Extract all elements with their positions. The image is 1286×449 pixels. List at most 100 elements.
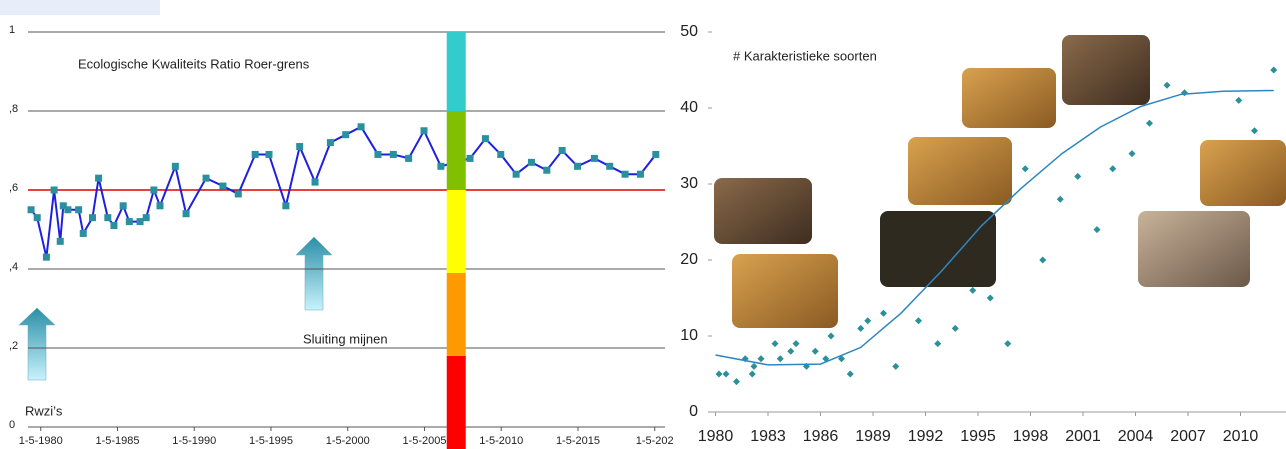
marker — [591, 155, 598, 162]
marker — [203, 175, 210, 182]
x-tick-label: 1-5-1995 — [249, 435, 293, 447]
marker — [513, 171, 520, 178]
marker — [28, 206, 35, 213]
annotation: Rwzi’s — [25, 403, 63, 418]
y-tick-label: 20 — [680, 251, 698, 268]
x-tick-label: 1-5-1980 — [19, 435, 63, 447]
x-tick-label: 1-5-2010 — [479, 435, 523, 447]
marker — [482, 135, 489, 142]
chart-title: # Karakteristieke soorten — [733, 48, 877, 63]
point — [1057, 196, 1064, 203]
point — [1074, 173, 1081, 180]
marker — [390, 151, 397, 158]
y-tick-label: 10 — [680, 327, 698, 344]
x-tick-label: 2001 — [1065, 428, 1101, 445]
marker — [126, 218, 133, 225]
point — [1004, 340, 1011, 347]
marker — [64, 206, 71, 213]
point — [812, 348, 819, 355]
marker — [559, 147, 566, 154]
left-chart: Ecologische Kwaliteits Ratio Roer-grens … — [9, 24, 674, 449]
marker — [622, 171, 629, 178]
marker — [183, 210, 190, 217]
y-tick-label: ,4 — [9, 261, 18, 273]
x-tick-label: 1989 — [855, 428, 891, 445]
marker — [637, 171, 644, 178]
point — [892, 363, 899, 370]
marker — [157, 202, 164, 209]
point — [969, 287, 976, 294]
right-chart: # Karakteristieke soorten 01020304050198… — [680, 23, 1286, 445]
marker — [296, 143, 303, 150]
marker — [219, 183, 226, 190]
quality-band — [447, 32, 466, 111]
marker — [282, 202, 289, 209]
marker — [437, 163, 444, 170]
y-tick-label: ,8 — [9, 103, 18, 115]
point — [1022, 165, 1029, 172]
marker — [80, 230, 87, 237]
marker — [150, 187, 157, 194]
marker — [57, 238, 64, 245]
point — [952, 325, 959, 332]
marker — [652, 151, 659, 158]
x-tick-label: 1995 — [960, 428, 996, 445]
quality-band — [447, 273, 466, 356]
point — [864, 317, 871, 324]
point — [787, 348, 794, 355]
marker — [421, 127, 428, 134]
point — [880, 310, 887, 317]
point — [751, 363, 758, 370]
quality-band — [447, 190, 466, 273]
marker — [574, 163, 581, 170]
chart-title: Ecologische Kwaliteits Ratio Roer-grens — [78, 56, 310, 71]
y-tick-label: ,2 — [9, 340, 18, 352]
y-tick-label: ,6 — [9, 182, 18, 194]
point — [915, 317, 922, 324]
marker — [95, 175, 102, 182]
point — [772, 340, 779, 347]
marker — [235, 190, 242, 197]
point — [1270, 67, 1277, 74]
photo — [1062, 35, 1150, 105]
data-line — [31, 127, 656, 257]
quality-band — [447, 111, 466, 190]
marker — [606, 163, 613, 170]
point — [1039, 257, 1046, 264]
y-tick-label: 50 — [680, 23, 698, 40]
photo — [962, 68, 1056, 128]
point — [847, 371, 854, 378]
marker — [43, 254, 50, 261]
marker — [405, 155, 412, 162]
photo — [1200, 140, 1286, 206]
marker — [252, 151, 259, 158]
marker — [104, 214, 111, 221]
point — [733, 378, 740, 385]
marker — [75, 206, 82, 213]
x-tick-label: 2007 — [1170, 428, 1206, 445]
marker — [89, 214, 96, 221]
x-tick-label: 1992 — [908, 428, 944, 445]
x-tick-label: 2004 — [1118, 428, 1154, 445]
y-tick-label: 0 — [9, 419, 15, 431]
marker — [312, 179, 319, 186]
marker — [374, 151, 381, 158]
point — [723, 371, 730, 378]
corner-shade — [0, 0, 160, 15]
quality-band — [447, 356, 466, 449]
x-tick-label: 1-5-1990 — [172, 435, 216, 447]
marker — [358, 123, 365, 130]
x-tick-label: 1986 — [803, 428, 839, 445]
x-tick-label: 1-5-2005 — [402, 435, 446, 447]
point — [828, 333, 835, 340]
marker — [543, 167, 550, 174]
point — [1146, 120, 1153, 127]
point — [1181, 89, 1188, 96]
x-tick-label: 1-5-2000 — [326, 435, 370, 447]
marker — [265, 151, 272, 158]
marker — [120, 202, 127, 209]
marker — [467, 155, 474, 162]
photo — [714, 178, 812, 244]
marker — [34, 214, 41, 221]
point — [749, 371, 756, 378]
